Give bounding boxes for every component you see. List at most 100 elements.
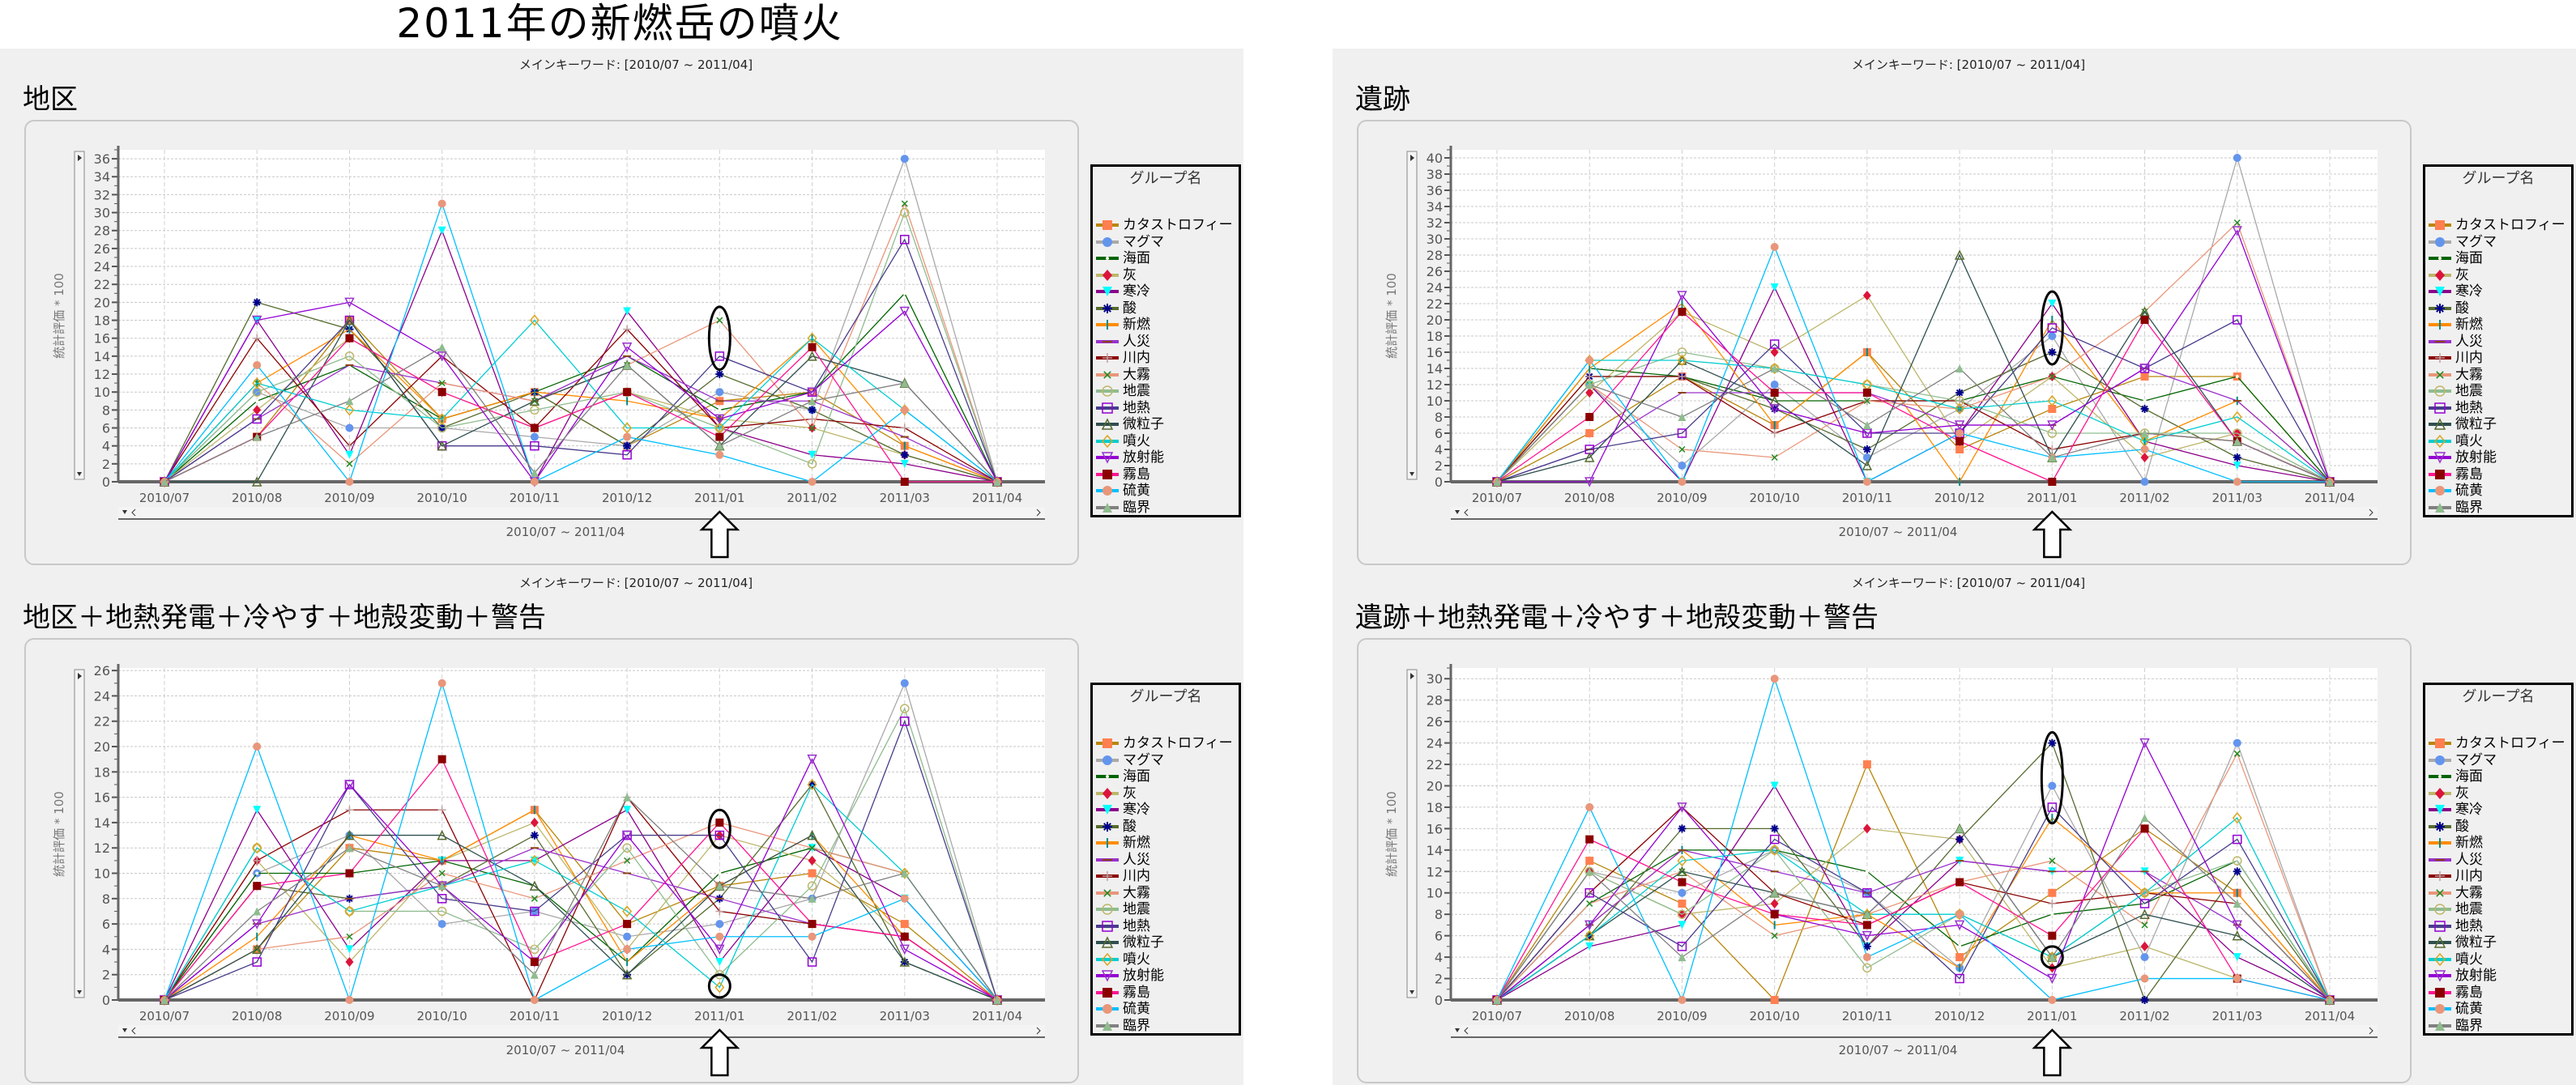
scroll-down-icon[interactable] <box>1455 510 1460 514</box>
legend-item[interactable]: 地震 <box>1093 901 1239 918</box>
legend-item[interactable]: 臨界 <box>2425 1018 2571 1035</box>
legend-item[interactable]: 人災 <box>2425 852 2571 869</box>
legend-item[interactable]: マグマ <box>1093 234 1239 251</box>
legend-item[interactable]: 灰 <box>1093 785 1239 802</box>
legend-item[interactable]: 硫黄 <box>1093 483 1239 500</box>
legend-item[interactable]: 微粒子 <box>1093 416 1239 433</box>
x-scrollbar[interactable] <box>1451 507 2378 518</box>
legend-item[interactable]: 硫黄 <box>2425 1001 2571 1018</box>
scroll-down-icon[interactable] <box>77 472 82 476</box>
scroll-down-icon[interactable] <box>77 990 82 994</box>
scroll-right-icon[interactable] <box>1410 155 1414 161</box>
legend-item[interactable]: 硫黄 <box>2425 483 2571 500</box>
legend-item[interactable]: 新燃 <box>2425 835 2571 852</box>
legend-item[interactable]: 新燃 <box>2425 317 2571 334</box>
legend-item[interactable]: 新燃 <box>1093 317 1239 334</box>
legend-item[interactable]: 臨界 <box>1093 1018 1239 1035</box>
legend-item[interactable]: 地震 <box>2425 901 2571 918</box>
legend-item[interactable]: 霧島 <box>1093 466 1239 483</box>
legend-item[interactable]: 川内 <box>1093 868 1239 885</box>
legend-item[interactable]: 灰 <box>2425 785 2571 802</box>
legend-item[interactable]: 地熱 <box>1093 400 1239 417</box>
legend-item[interactable]: 寒冷 <box>2425 802 2571 819</box>
scroll-right-icon[interactable] <box>1036 1027 1041 1035</box>
scroll-down-icon[interactable] <box>1410 472 1414 476</box>
legend-item[interactable]: 寒冷 <box>1093 802 1239 819</box>
legend-item[interactable]: 酸 <box>1093 300 1239 317</box>
legend-item[interactable]: 臨界 <box>1093 500 1239 517</box>
legend-item[interactable]: 海面 <box>1093 250 1239 267</box>
legend-item[interactable]: 寒冷 <box>1093 283 1239 300</box>
scroll-right-icon[interactable] <box>78 155 82 161</box>
scroll-right-icon[interactable] <box>1036 508 1041 517</box>
legend-item[interactable]: 噴火 <box>2425 951 2571 968</box>
x-scrollbar[interactable] <box>118 1025 1045 1036</box>
scroll-down-icon[interactable] <box>1410 990 1414 994</box>
legend-item[interactable]: 川内 <box>2425 350 2571 367</box>
legend-item[interactable]: 放射能 <box>1093 968 1239 985</box>
legend-item[interactable]: 酸 <box>2425 819 2571 836</box>
legend-item[interactable]: 大霧 <box>2425 367 2571 384</box>
legend-item[interactable]: マグマ <box>1093 752 1239 769</box>
legend-item[interactable]: 人災 <box>1093 852 1239 869</box>
legend-item[interactable]: 海面 <box>2425 250 2571 267</box>
y-scrollbar[interactable] <box>1406 669 1418 998</box>
legend-item[interactable]: カタストロフィー <box>2425 735 2571 752</box>
legend-item[interactable]: 酸 <box>2425 300 2571 317</box>
scroll-left-icon[interactable] <box>1464 508 1469 517</box>
legend-item[interactable]: 霧島 <box>2425 985 2571 1002</box>
legend-item[interactable]: 霧島 <box>1093 985 1239 1002</box>
legend-item[interactable]: 酸 <box>1093 819 1239 836</box>
legend-item[interactable]: 微粒子 <box>2425 934 2571 951</box>
legend-item[interactable]: カタストロフィー <box>1093 217 1239 234</box>
x-scrollbar[interactable] <box>118 507 1045 518</box>
legend-item[interactable]: 地熱 <box>2425 400 2571 417</box>
legend-item[interactable]: 臨界 <box>2425 500 2571 517</box>
y-scrollbar[interactable] <box>74 151 85 480</box>
legend-item[interactable]: 噴火 <box>1093 433 1239 450</box>
legend-item[interactable]: 川内 <box>2425 868 2571 885</box>
legend-item[interactable]: マグマ <box>2425 752 2571 769</box>
legend-item[interactable]: 地震 <box>1093 383 1239 400</box>
legend-item[interactable]: マグマ <box>2425 234 2571 251</box>
legend-item[interactable]: 寒冷 <box>2425 283 2571 300</box>
legend-item[interactable]: 放射能 <box>2425 968 2571 985</box>
legend-item[interactable]: 地熱 <box>1093 918 1239 935</box>
legend-item[interactable]: 地熱 <box>2425 918 2571 935</box>
legend-item[interactable]: 川内 <box>1093 350 1239 367</box>
legend-item[interactable]: 大霧 <box>1093 367 1239 384</box>
legend-item[interactable]: 海面 <box>1093 768 1239 785</box>
scroll-left-icon[interactable] <box>131 1027 136 1035</box>
legend-item[interactable]: 海面 <box>2425 768 2571 785</box>
scroll-down-icon[interactable] <box>122 510 127 514</box>
scroll-right-icon[interactable] <box>2369 508 2373 517</box>
legend-item[interactable]: 硫黄 <box>1093 1001 1239 1018</box>
scroll-down-icon[interactable] <box>1455 1028 1460 1032</box>
legend-item[interactable]: 噴火 <box>1093 951 1239 968</box>
legend-item[interactable]: 大霧 <box>1093 885 1239 902</box>
scroll-left-icon[interactable] <box>1464 1027 1469 1035</box>
legend-item[interactable]: カタストロフィー <box>1093 735 1239 752</box>
legend-item[interactable]: 新燃 <box>1093 835 1239 852</box>
legend-item[interactable]: 微粒子 <box>2425 416 2571 433</box>
scroll-left-icon[interactable] <box>131 508 136 517</box>
legend-item[interactable]: 放射能 <box>2425 449 2571 466</box>
legend-item[interactable]: 放射能 <box>1093 449 1239 466</box>
legend-item[interactable]: 人災 <box>2425 334 2571 351</box>
legend-item[interactable]: 微粒子 <box>1093 934 1239 951</box>
scroll-right-icon[interactable] <box>2369 1027 2373 1035</box>
legend-item[interactable]: 霧島 <box>2425 466 2571 483</box>
y-scrollbar[interactable] <box>1406 151 1418 480</box>
scroll-right-icon[interactable] <box>78 673 82 679</box>
x-scrollbar[interactable] <box>1451 1025 2378 1036</box>
legend-item[interactable]: 人災 <box>1093 334 1239 351</box>
y-scrollbar[interactable] <box>74 669 85 998</box>
scroll-down-icon[interactable] <box>122 1028 127 1032</box>
legend-item[interactable]: 噴火 <box>2425 433 2571 450</box>
legend-item[interactable]: 大霧 <box>2425 885 2571 902</box>
legend-item[interactable]: 地震 <box>2425 383 2571 400</box>
scroll-right-icon[interactable] <box>1410 673 1414 679</box>
legend-item[interactable]: 灰 <box>2425 267 2571 284</box>
legend-item[interactable]: 灰 <box>1093 267 1239 284</box>
legend-item[interactable]: カタストロフィー <box>2425 217 2571 234</box>
